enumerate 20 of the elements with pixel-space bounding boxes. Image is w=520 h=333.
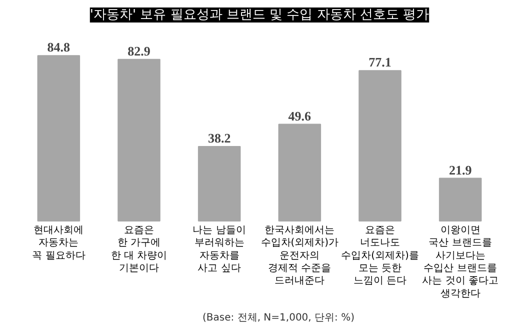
bar: [358, 70, 402, 222]
data-label: 21.9: [448, 162, 472, 178]
data-label: 49.6: [288, 108, 312, 124]
x-tick-label: 현대사회에 자동차는 꼭 필요하다: [32, 225, 86, 262]
x-tick-label: 요즘은 너도나도 수입차(외제차)를 모는 듯한 느낌이 든다: [341, 225, 419, 287]
x-tick-label: 이왕이면 국산 브랜드를 사기보다는 수입산 브랜드를 사는 것이 좋다고 생각한다: [422, 225, 499, 300]
data-label: 84.8: [47, 40, 71, 55]
data-label: 38.2: [208, 130, 231, 146]
bar: [37, 55, 80, 222]
bar: [278, 124, 322, 222]
x-tick-label: 나는 남들이 부러워하는 자동차를 사고 싶다: [192, 225, 246, 274]
data-label: 77.1: [368, 54, 392, 70]
x-tick-label: 한국사회에서는 수입차(외제차)가 운전자의 경제적 수준을 드러내준다: [260, 225, 339, 287]
bar: [118, 58, 160, 222]
data-label: 82.9: [128, 43, 151, 58]
text: (Base: 전체, N=1,000, 단위: %): [202, 312, 355, 324]
bar: [438, 178, 482, 222]
chart-title: '자동차' 보유 필요성과 브랜드 및 수입 자동차 선호도 평가: [90, 8, 430, 22]
bar: [198, 146, 241, 222]
x-tick-label: 요즘은 한 가구에 한 대 차량이 기본이다: [110, 225, 168, 274]
